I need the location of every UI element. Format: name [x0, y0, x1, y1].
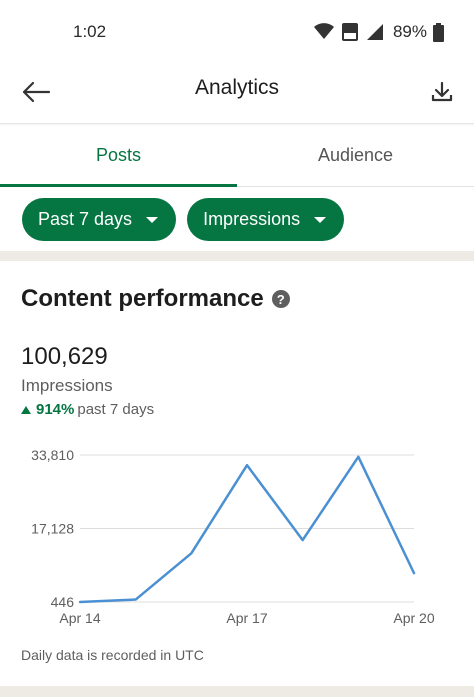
question-circle-icon[interactable]: ?	[271, 290, 290, 308]
status-bar: 1:02 89%	[0, 0, 474, 64]
wifi-icon	[313, 23, 334, 39]
tab-audience[interactable]: Audience	[317, 145, 394, 165]
section-title: Content performance ?	[21, 285, 290, 313]
arrow-left-icon	[22, 81, 51, 103]
caret-down-icon	[314, 216, 327, 223]
x-tick-label: Apr 20	[393, 610, 434, 626]
triangle-up-icon	[21, 405, 31, 414]
download-button[interactable]	[424, 74, 460, 110]
tab-bar: Posts Audience	[0, 125, 474, 187]
caret-down-icon	[146, 216, 159, 223]
y-tick-label: 33,810	[31, 447, 74, 463]
app-bar: Analytics	[0, 64, 474, 124]
tab-posts[interactable]: Posts	[0, 125, 237, 187]
section-divider	[0, 251, 474, 261]
battery-percentage: 89%	[392, 22, 427, 41]
metric-filter-button[interactable]: Impressions	[187, 198, 345, 241]
period-filter-label: Past 7 days	[38, 209, 133, 229]
period-filter-button[interactable]: Past 7 days	[22, 198, 177, 241]
status-time: 1:02	[73, 22, 107, 41]
change-period: past 7 days	[77, 401, 155, 418]
y-tick-label: 446	[51, 594, 75, 610]
metric-filter-label: Impressions	[203, 209, 301, 229]
section-title-text: Content performance	[21, 285, 264, 312]
metric-change: 914% past 7 days	[21, 401, 154, 418]
page-title: Analytics	[194, 76, 280, 99]
footnote: Daily data is recorded in UTC	[21, 647, 204, 663]
download-icon	[431, 81, 453, 102]
status-icons: 89%	[313, 22, 444, 42]
metric-total: 100,629	[21, 343, 108, 370]
x-tick-label: Apr 17	[226, 610, 267, 626]
metric-label: Impressions	[21, 376, 113, 395]
section-divider	[0, 686, 474, 697]
series-line	[78, 455, 416, 604]
volte-icon	[341, 23, 358, 41]
signal-icon	[366, 24, 383, 40]
x-tick-label: Apr 14	[59, 610, 100, 626]
battery-icon	[433, 22, 444, 42]
y-tick-label: 17,128	[31, 521, 74, 537]
filter-chips: Past 7 days Impressions	[22, 198, 345, 241]
back-button[interactable]	[18, 74, 54, 110]
change-percentage: 914%	[36, 401, 75, 418]
